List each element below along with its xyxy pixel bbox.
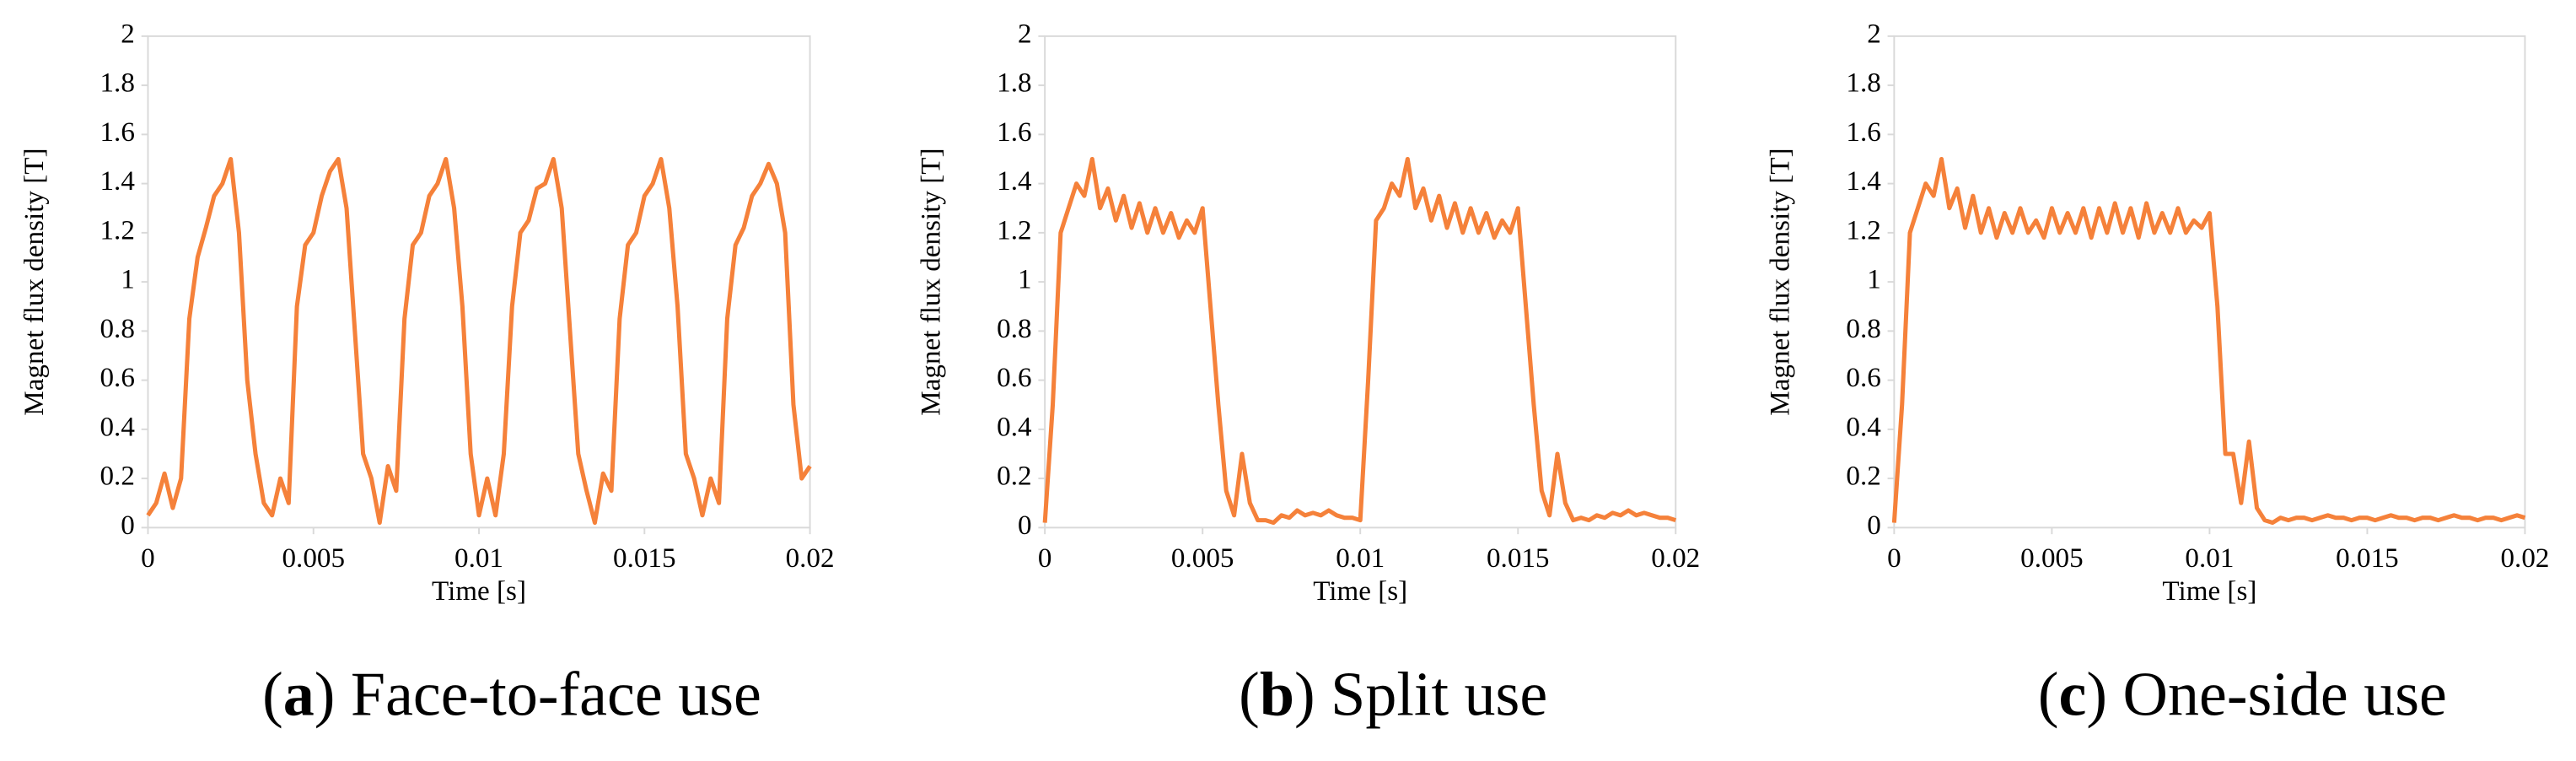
chart-panel: 0 0.2 0.4 0.6 0.8 1 1.2 1.4 1.6 1.8 2 0 0.005 0.01 0.0… xyxy=(1765,18,2550,729)
y-tick-label: 1.2 xyxy=(997,214,1031,246)
y-tick-label: 0.6 xyxy=(997,362,1031,393)
caption-part: c xyxy=(2059,660,2087,729)
data-line xyxy=(1891,156,2526,526)
y-tick-label: 1.2 xyxy=(99,214,134,246)
caption-part: a xyxy=(283,660,315,729)
y-tick-label: 0.6 xyxy=(99,362,134,393)
caption-part: b xyxy=(1260,660,1294,729)
y-tick-label: 1.6 xyxy=(997,116,1031,148)
y-tick-label: 0.2 xyxy=(1846,461,1880,492)
y-axis-label: Magnet flux density [T] xyxy=(1765,148,1796,415)
x-tick-label: 0 xyxy=(1887,542,1901,574)
y-tick-label: 0.4 xyxy=(997,411,1032,442)
x-tick-label: 0.02 xyxy=(2500,542,2549,574)
caption-part: ( xyxy=(2038,660,2059,729)
plot-frame xyxy=(1893,35,2526,529)
caption: (a) Face-to-face use xyxy=(262,660,761,729)
y-tick-label: 0 xyxy=(121,510,135,541)
y-tick-label: 1.8 xyxy=(1846,67,1880,99)
data-line xyxy=(1042,156,1677,526)
x-tick-label: 0.005 xyxy=(282,542,346,574)
y-tick-label: 1.4 xyxy=(1846,165,1881,197)
x-tick-label: 0.005 xyxy=(2020,542,2084,574)
y-tick-label: 0 xyxy=(1867,510,1881,541)
y-tick-label: 1.8 xyxy=(99,67,134,99)
y-tick-label: 0.2 xyxy=(99,461,134,492)
x-tick-label: 0.02 xyxy=(1651,542,1700,574)
y-tick-label: 1.6 xyxy=(99,116,134,148)
plot-frame xyxy=(147,35,811,529)
y-tick-label: 1 xyxy=(1867,264,1881,295)
y-tick-label: 1.8 xyxy=(997,67,1031,99)
x-axis-label: Time [s] xyxy=(2162,575,2256,607)
y-tick-label: 2 xyxy=(121,18,135,49)
caption-part: ) One-side use xyxy=(2086,660,2447,729)
x-tick-label: 0.005 xyxy=(1171,542,1234,574)
y-tick-label: 0.4 xyxy=(99,411,135,442)
x-tick-label: 0.015 xyxy=(2336,542,2398,574)
y-tick-label: 0.2 xyxy=(997,461,1031,492)
plot-frame xyxy=(1044,35,1677,529)
x-tick-label: 0.02 xyxy=(786,542,835,574)
y-tick-label: 0.4 xyxy=(1846,411,1881,442)
caption-part: ) Face-to-face use xyxy=(315,660,761,729)
y-tick-label: 2 xyxy=(1867,18,1881,49)
y-tick-label: 0.8 xyxy=(1846,313,1880,344)
x-axis-label: Time [s] xyxy=(432,575,526,607)
y-axis-label: Magnet flux density [T] xyxy=(915,148,946,415)
y-tick-label: 1 xyxy=(1018,264,1032,295)
caption: (c) One-side use xyxy=(2038,660,2447,729)
data-line xyxy=(146,156,812,526)
y-tick-label: 1.4 xyxy=(997,165,1032,197)
y-axis-label: Magnet flux density [T] xyxy=(19,148,50,415)
caption-part: ( xyxy=(1239,660,1260,729)
y-tick-label: 2 xyxy=(1018,18,1032,49)
y-tick-label: 0.8 xyxy=(99,313,134,344)
y-tick-label: 0.6 xyxy=(1846,362,1880,393)
caption-part: ( xyxy=(262,660,283,729)
x-tick-label: 0.01 xyxy=(1336,542,1385,574)
y-tick-label: 1.4 xyxy=(99,165,135,197)
x-tick-label: 0.015 xyxy=(1487,542,1550,574)
x-tick-label: 0.015 xyxy=(613,542,675,574)
x-tick-label: 0.01 xyxy=(2185,542,2234,574)
chart-panel: 0 0.2 0.4 0.6 0.8 1 1.2 1.4 1.6 1.8 2 0 0.005 0.01 0.0… xyxy=(915,18,1700,729)
y-tick-label: 1 xyxy=(121,264,135,295)
caption-part: ) Split use xyxy=(1294,660,1547,729)
y-tick-label: 1.6 xyxy=(1846,116,1880,148)
chart-panel: 0 0.2 0.4 0.6 0.8 1 1.2 1.4 1.6 1.8 2 0 0.005 0.01 0.0… xyxy=(19,18,835,729)
y-tick-label: 1.2 xyxy=(1846,214,1880,246)
x-tick-label: 0 xyxy=(1038,542,1052,574)
x-tick-label: 0 xyxy=(141,542,155,574)
caption: (b) Split use xyxy=(1239,660,1547,729)
y-tick-label: 0.8 xyxy=(997,313,1031,344)
y-tick-label: 0 xyxy=(1018,510,1032,541)
x-axis-label: Time [s] xyxy=(1313,575,1407,607)
x-tick-label: 0.01 xyxy=(454,542,503,574)
